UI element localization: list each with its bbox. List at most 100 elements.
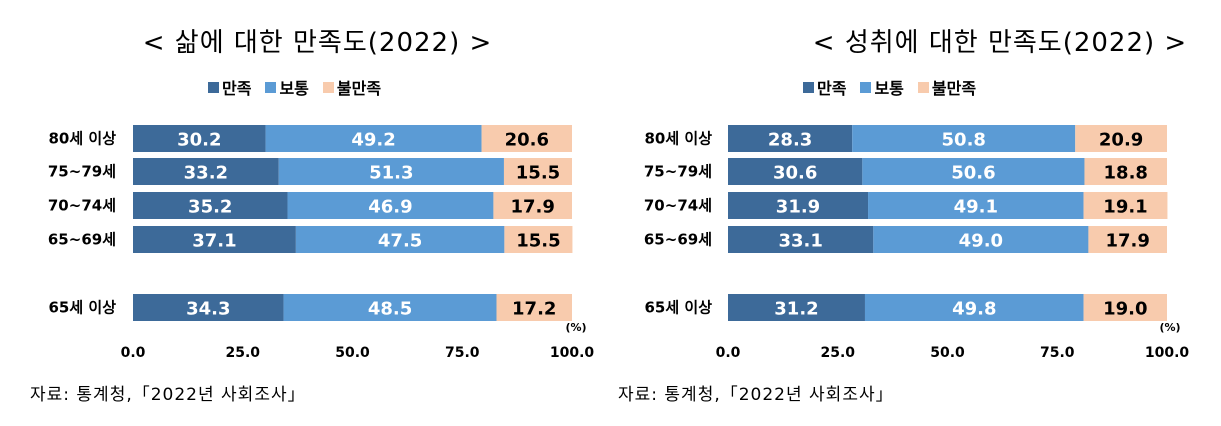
bar-segment-satisfied [133, 294, 284, 321]
x-tick-label: 50.0 [335, 345, 370, 361]
bar-segment-satisfied [728, 294, 865, 321]
data-label: 18.8 [1104, 163, 1148, 184]
bar-segment-satisfied [133, 192, 288, 219]
bar-segment-dissatisfied [1075, 125, 1167, 152]
bar-segment-normal [868, 192, 1084, 219]
bar-segment-satisfied [133, 125, 266, 152]
data-label: 34.3 [186, 299, 230, 320]
bar-segment-normal [278, 158, 504, 185]
bar-segment-satisfied [133, 226, 296, 253]
legend-item-normal: 보통 [265, 75, 309, 99]
data-label: 31.2 [774, 299, 818, 320]
x-tick-label: 100.0 [1145, 345, 1190, 361]
legend-swatch-dissatisfied [917, 81, 929, 93]
category-label: 65세 이상 [645, 299, 713, 317]
data-label: 17.2 [512, 299, 556, 320]
data-label: 31.9 [776, 197, 820, 218]
data-label: 19.1 [1103, 197, 1147, 218]
legend-label: 보통 [874, 79, 904, 98]
legend-item-dissatisfied: 불만족 [322, 75, 382, 99]
data-label: 15.5 [516, 163, 560, 184]
data-label: 28.3 [768, 130, 812, 151]
data-label: 50.6 [951, 163, 995, 184]
bar-segment-dissatisfied [1088, 226, 1167, 253]
bar-segment-normal [287, 192, 494, 219]
legend-swatch-dissatisfied [322, 81, 334, 93]
achievement-satisfaction-chart: 80세 이상 28.3 50.8 20.9 75~79세 30.6 50.6 18.8 70~7… [644, 125, 1190, 361]
life-satisfaction-chart: 80세 이상 30.2 49.2 20.6 75~79세 33.2 51.3 15.5 70~7… [48, 125, 595, 361]
category-label: 70~74세 [644, 197, 712, 215]
bar-segment-dissatisfied [504, 226, 573, 253]
bar-segment-satisfied [728, 125, 853, 152]
data-label: 47.5 [378, 231, 422, 252]
x-tick-label: 75.0 [1040, 345, 1075, 361]
bar-segment-satisfied [728, 158, 863, 185]
chart-title: < 삶에 대한 만족도(2022) > [142, 28, 493, 58]
legend-item-normal: 보통 [860, 75, 904, 99]
data-label: 49.2 [351, 130, 395, 151]
data-label: 20.9 [1099, 130, 1143, 151]
data-label: 15.5 [516, 231, 560, 252]
x-tick-label: 0.0 [121, 345, 146, 361]
legend-swatch-normal [860, 81, 872, 93]
bar-segment-dissatisfied [481, 125, 572, 152]
bar-segment-satisfied [728, 192, 869, 219]
bar-segment-dissatisfied [1084, 158, 1167, 185]
data-label: 48.5 [368, 299, 412, 320]
category-label: 65~69세 [644, 231, 712, 249]
x-tick-label: 50.0 [930, 345, 965, 361]
category-label: 80세 이상 [49, 130, 117, 148]
category-label: 65~69세 [48, 231, 116, 249]
legend-swatch-satisfied [208, 81, 219, 93]
legend-item-satisfied: 만족 [208, 75, 251, 99]
data-label: 49.0 [959, 231, 1003, 252]
data-label: 17.9 [1105, 231, 1149, 252]
legend-label: 불만족 [931, 79, 977, 98]
x-tick-label: 25.0 [820, 345, 855, 361]
data-label: 20.6 [505, 130, 549, 151]
bar-segment-dissatisfied [493, 192, 572, 219]
achievement-satisfaction-panel: < 성취에 대한 만족도(2022) > 만족 보통 불만족 80세 이상 28.… [605, 0, 1221, 426]
x-tick-label: 75.0 [445, 345, 480, 361]
source-note: 자료: 통계청,「2022년 사회조사」 [618, 385, 894, 405]
bar-segment-normal [295, 226, 505, 253]
unit-label: (%) [565, 321, 586, 334]
x-tick-label: 0.0 [716, 345, 741, 361]
life-satisfaction-panel: < 삶에 대한 만족도(2022) > 만족 보통 불만족 80세 이상 30.2… [0, 0, 605, 426]
bar-segment-satisfied [133, 158, 279, 185]
data-label: 51.3 [369, 163, 413, 184]
data-label: 50.8 [942, 130, 986, 151]
category-label: 80세 이상 [645, 130, 713, 148]
legend-label: 보통 [279, 79, 309, 98]
data-label: 33.2 [184, 163, 228, 184]
data-label: 30.6 [773, 163, 817, 184]
data-label: 30.2 [177, 130, 221, 151]
data-label: 46.9 [368, 197, 412, 218]
legend-swatch-satisfied [803, 81, 814, 93]
x-tick-label: 100.0 [550, 345, 595, 361]
data-label: 49.8 [952, 299, 996, 320]
bar-segment-dissatisfied [496, 294, 572, 321]
bar-segment-normal [864, 294, 1084, 321]
legend-label: 불만족 [336, 79, 382, 98]
data-label: 19.0 [1103, 299, 1147, 320]
data-label: 35.2 [188, 197, 232, 218]
legend-item-satisfied: 만족 [803, 75, 846, 99]
data-label: 49.1 [954, 197, 998, 218]
category-label: 75~79세 [644, 163, 712, 181]
legend: 만족 보통 불만족 [208, 75, 381, 99]
legend-item-dissatisfied: 불만족 [917, 75, 977, 99]
bar-segment-normal [862, 158, 1085, 185]
chart-title: < 성취에 대한 만족도(2022) > [812, 28, 1188, 58]
bar-segment-normal [265, 125, 482, 152]
bar-segment-normal [852, 125, 1076, 152]
bar-segment-satisfied [728, 226, 874, 253]
legend-label: 만족 [222, 79, 252, 98]
source-note: 자료: 통계청,「2022년 사회조사」 [30, 385, 306, 405]
category-label: 65세 이상 [49, 299, 117, 317]
legend-label: 만족 [817, 79, 847, 98]
data-label: 37.1 [192, 231, 236, 252]
legend-swatch-normal [265, 81, 277, 93]
bar-segment-dissatisfied [1083, 192, 1168, 219]
bar-segment-dissatisfied [503, 158, 572, 185]
